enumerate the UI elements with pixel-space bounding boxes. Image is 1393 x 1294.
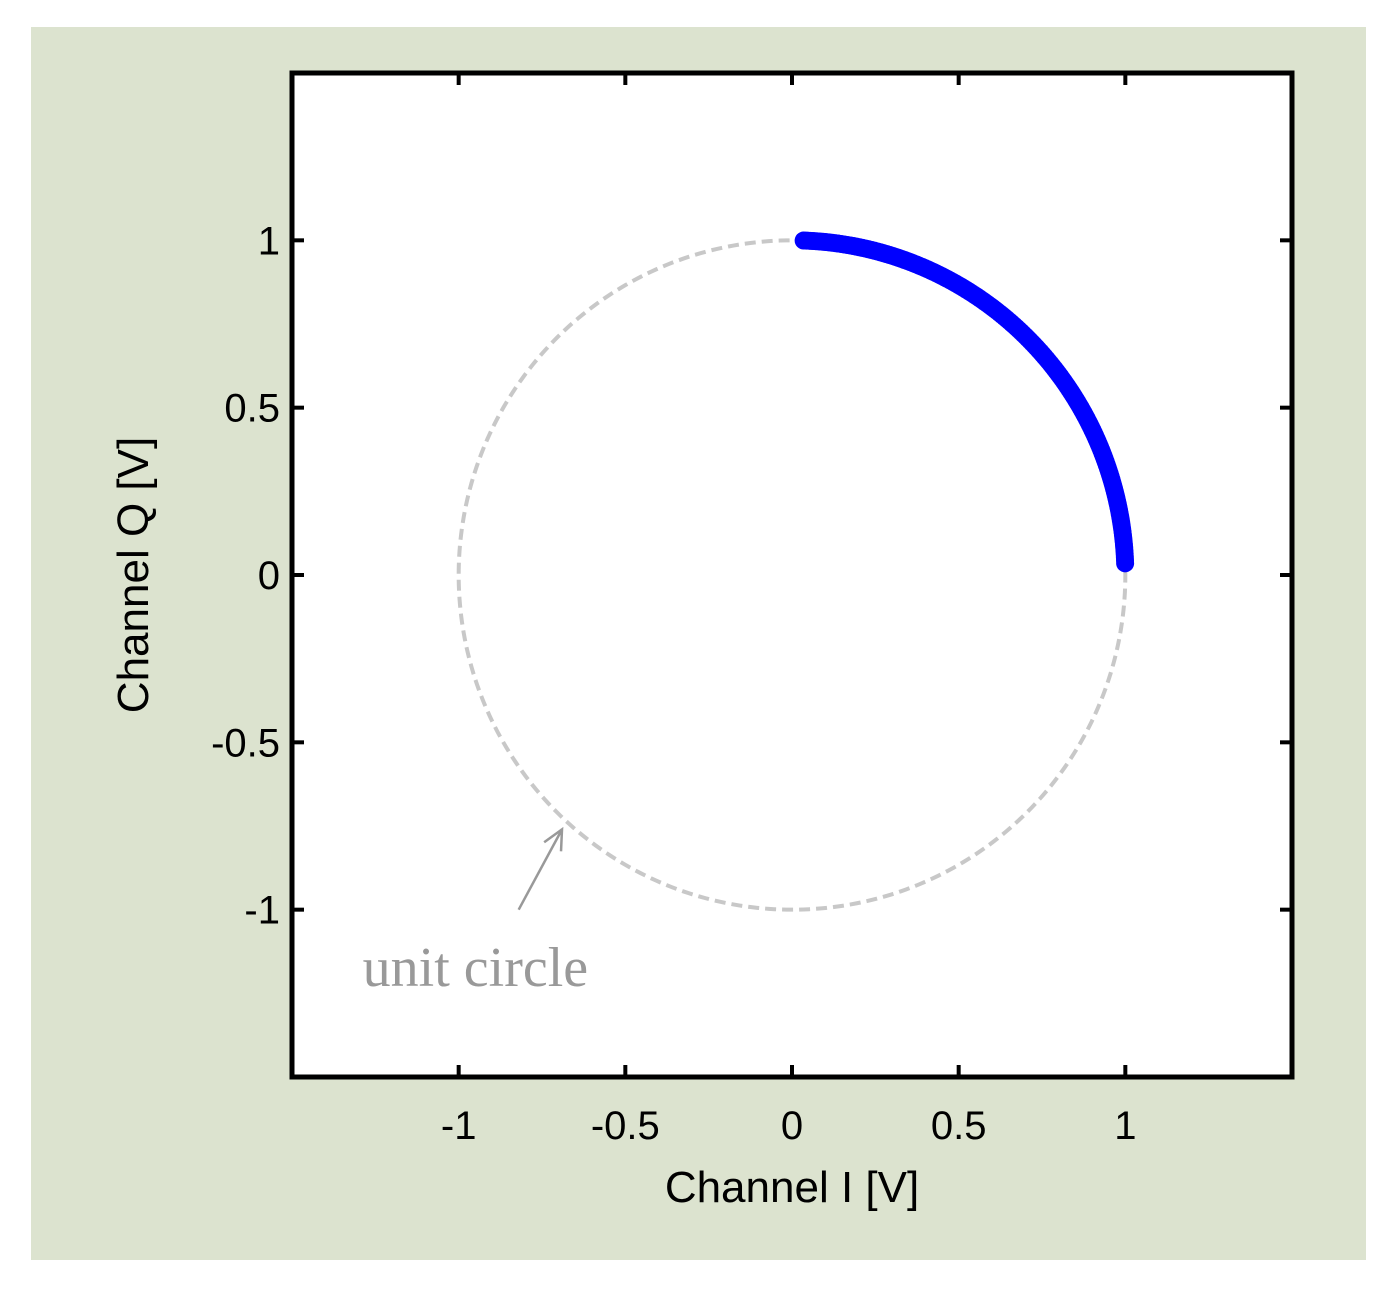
x-tick-label: 0 xyxy=(781,1104,803,1148)
series-layer xyxy=(456,231,1135,912)
data-point xyxy=(794,231,813,250)
tick-layer: -1 -0.5 0 0.5 1 -1 -0.5 0 0.5 1 xyxy=(211,73,1292,1148)
y-tick-label: 0 xyxy=(258,554,280,598)
x-tick-label: -1 xyxy=(441,1104,477,1148)
y-tick-label: 0.5 xyxy=(224,387,280,431)
y-axis-label: Channel Q [V] xyxy=(109,437,158,713)
annotation-arrow-shaft xyxy=(517,828,564,911)
axes-background xyxy=(292,73,1292,1077)
y-tick-label: -0.5 xyxy=(211,721,280,765)
annotation-layer: unit circle xyxy=(363,826,588,999)
x-tick-label: 0.5 xyxy=(931,1104,987,1148)
x-tick-label: -0.5 xyxy=(591,1104,660,1148)
x-tick-label: 1 xyxy=(1114,1104,1136,1148)
annotation-unit-circle: unit circle xyxy=(363,937,588,999)
y-tick-label: -1 xyxy=(244,889,280,933)
y-tick-label: 1 xyxy=(258,219,280,263)
x-axis-label: Channel I [V] xyxy=(665,1163,919,1212)
annotation-arrow-head xyxy=(543,826,564,852)
